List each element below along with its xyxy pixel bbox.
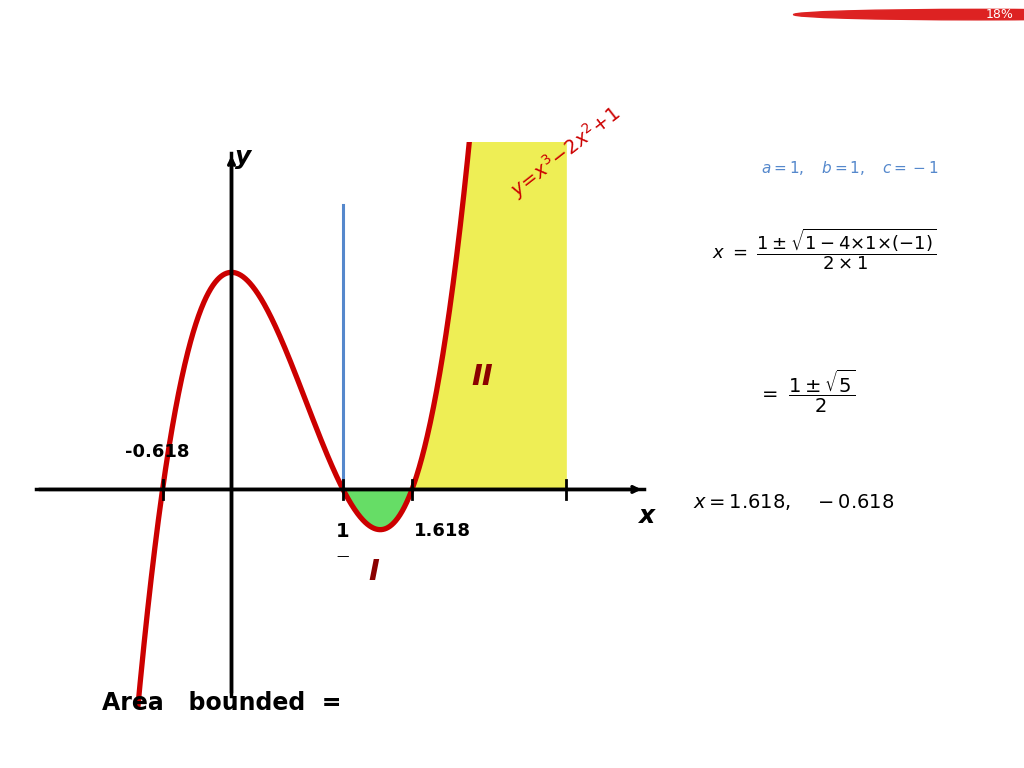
Text: 1.618: 1.618: [414, 522, 471, 540]
Text: $y\!=\!x^3\!-\!2x^2\!+\!1$: $y\!=\!x^3\!-\!2x^2\!+\!1$: [505, 100, 626, 203]
Text: x: x: [638, 504, 654, 528]
Text: —: —: [337, 550, 349, 563]
Circle shape: [794, 9, 1024, 20]
Text: -0.618: -0.618: [125, 443, 189, 462]
Text: y: y: [234, 145, 251, 169]
Text: 1: 1: [336, 522, 350, 541]
Text: $x\ =\ \dfrac{1 \pm \sqrt{1 - 4{\times}1{\times}(-1)}}{2 \times 1}$: $x\ =\ \dfrac{1 \pm \sqrt{1 - 4{\times}1…: [713, 227, 937, 273]
Text: I: I: [369, 558, 380, 586]
Text: 18%: 18%: [986, 8, 1014, 21]
Text: Area   bounded  =: Area bounded =: [102, 691, 342, 715]
Text: II: II: [472, 362, 494, 391]
Text: $a=1, \quad b=1, \quad c=-1$: $a=1, \quad b=1, \quad c=-1$: [761, 159, 939, 177]
Text: 4:00 PM  Mon 24 May: 4:00 PM Mon 24 May: [10, 8, 144, 21]
Text: $=\ \dfrac{1 \pm \sqrt{5}}{2}$: $=\ \dfrac{1 \pm \sqrt{5}}{2}$: [758, 368, 855, 415]
Text: $x = 1.618,\quad -0.618$: $x = 1.618,\quad -0.618$: [692, 492, 894, 512]
Text: Numerade ∨: Numerade ∨: [456, 44, 568, 62]
